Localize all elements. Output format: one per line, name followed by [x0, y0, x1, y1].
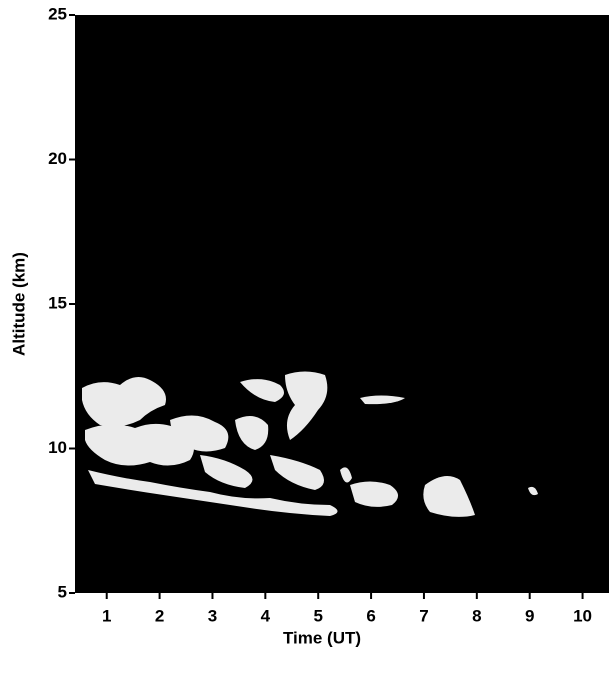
x-tick-label: 8	[472, 606, 481, 625]
y-tick-label: 5	[58, 582, 67, 601]
plot-area	[75, 15, 609, 593]
x-tick-label: 5	[313, 606, 322, 625]
x-axis-label: Time (UT)	[283, 628, 361, 647]
x-tick-label: 2	[155, 606, 164, 625]
y-tick-label: 10	[48, 438, 67, 457]
y-tick-label: 20	[48, 149, 67, 168]
x-tick-label: 3	[208, 606, 217, 625]
x-tick-label: 7	[419, 606, 428, 625]
y-axis-label: Altitude (km)	[9, 252, 28, 356]
x-tick-label: 9	[525, 606, 534, 625]
x-tick-label: 6	[366, 606, 375, 625]
backscatter-clouds	[82, 371, 538, 517]
y-tick-label: 15	[48, 293, 67, 312]
x-tick-label: 1	[102, 606, 111, 625]
x-tick-label: 4	[261, 606, 271, 625]
x-tick-label: 10	[573, 606, 592, 625]
y-tick-label: 25	[48, 4, 67, 23]
